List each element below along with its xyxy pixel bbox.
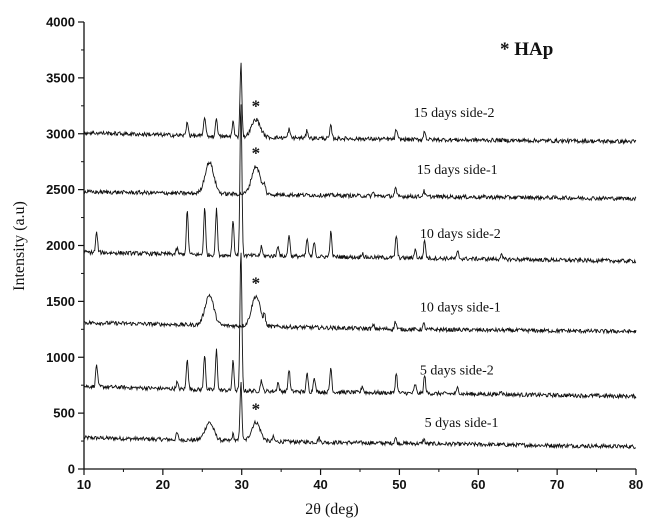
hap-markers-group: * * * * — [252, 97, 261, 419]
series-label-4: 10 days side-2 — [420, 227, 501, 242]
x-tick-label: 70 — [550, 477, 564, 492]
y-tick-label: 1000 — [46, 350, 75, 365]
y-tick-label: 2000 — [46, 238, 75, 253]
y-tick-label: 3000 — [46, 126, 75, 141]
series-line-2 — [83, 252, 637, 400]
series-line-5 — [83, 160, 637, 202]
hap-annotation: * HAp — [500, 39, 553, 60]
axes-group: 10 20 30 40 50 60 70 80 0 500 1000 1500 2000 2500 3000… — [46, 15, 643, 493]
x-tick-label: 40 — [313, 477, 327, 492]
hap-marker-3: * — [252, 273, 261, 292]
x-tick-label: 20 — [156, 477, 170, 492]
x-tick-label: 80 — [629, 477, 643, 492]
y-tick-label: 4000 — [46, 15, 75, 30]
x-tick-label: 10 — [77, 477, 91, 492]
y-axis-title: Intensity (a.u) — [11, 201, 28, 291]
x-tick-label: 60 — [471, 477, 485, 492]
y-tick-label: 1500 — [46, 294, 75, 309]
traces-group — [83, 62, 637, 450]
series-line-4 — [83, 104, 637, 265]
hap-marker-5: * — [252, 144, 261, 163]
x-tick-label: 50 — [392, 477, 406, 492]
y-tick-label: 2500 — [46, 182, 75, 197]
y-tick-label: 500 — [53, 406, 75, 421]
series-label-5: 15 days side-1 — [417, 163, 498, 178]
series-label-3: 10 days side-1 — [420, 301, 501, 316]
x-tick-label: 30 — [234, 477, 248, 492]
y-tick-label: 3500 — [46, 70, 75, 85]
hap-marker-6: * — [252, 97, 261, 116]
series-line-1 — [83, 382, 637, 450]
series-line-3 — [83, 293, 637, 335]
series-labels-group: 5 dyas side-1 5 days side-2 10 days side-1… — [414, 106, 501, 431]
hap-marker-1: * — [252, 399, 261, 418]
series-label-2: 5 days side-2 — [420, 363, 494, 378]
y-tick-label: 0 — [68, 462, 75, 477]
x-axis-title: 2θ (deg) — [305, 501, 358, 518]
series-label-1: 5 dyas side-1 — [425, 416, 499, 431]
series-label-6: 15 days side-2 — [414, 106, 495, 121]
series-line-6 — [83, 62, 637, 145]
